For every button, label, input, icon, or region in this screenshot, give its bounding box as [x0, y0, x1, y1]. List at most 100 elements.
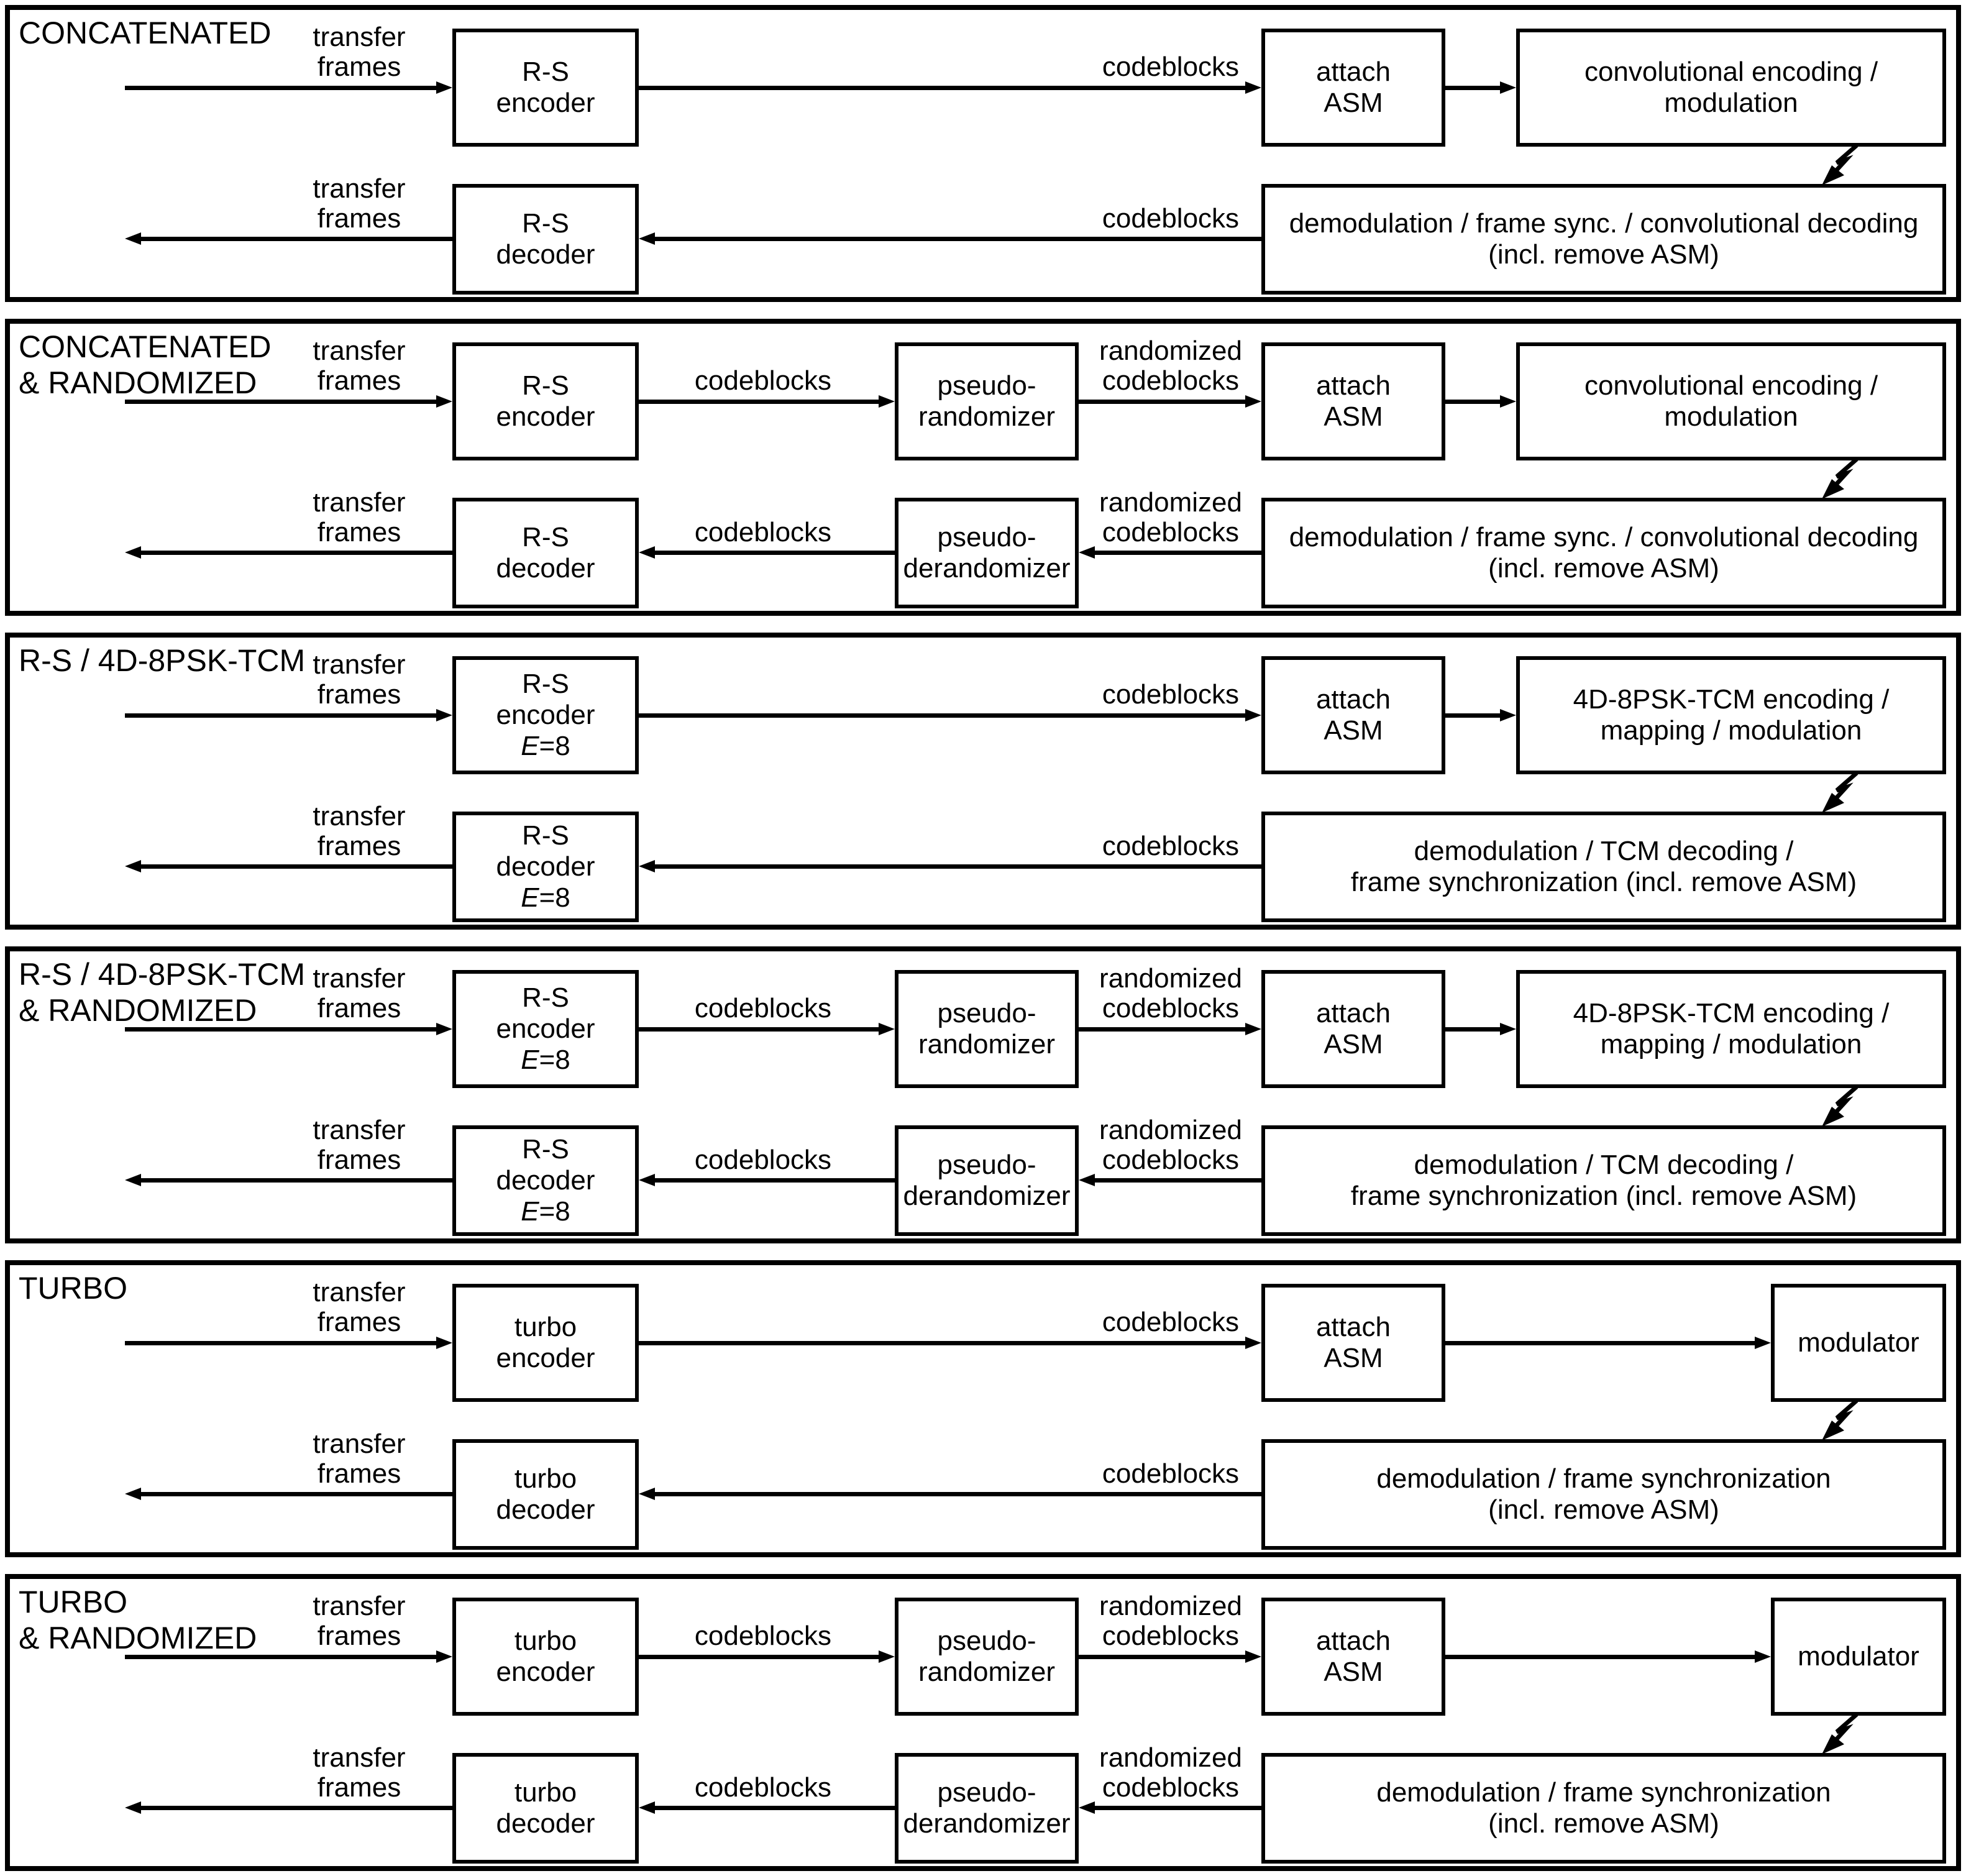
panel-title: R-S / 4D-8PSK-TCM [19, 643, 306, 678]
arrowhead-left-icon [639, 1488, 655, 1500]
panel-concatenated: CONCATENATED transfer frames R-S encoder… [5, 5, 1961, 302]
panel-title: TURBO [19, 1271, 127, 1306]
arrow-derandomizer-to-decoder-line [655, 1178, 895, 1183]
arrowhead-left-icon [125, 232, 141, 245]
label-codeblocks-encode: codeblocks [1102, 52, 1240, 82]
arrow-demod-to-derandomizer-line [1095, 1806, 1261, 1810]
panel-rs-4d8psk-tcm-randomized: R-S / 4D-8PSK-TCM & RANDOMIZED transfer … [5, 946, 1961, 1243]
box-demodulation-tcm-decoding: demodulation / TCM decoding / frame sync… [1261, 812, 1946, 922]
label-transfer-frames-out: transfer frames [313, 1115, 406, 1175]
label-transfer-frames-out: transfer frames [313, 487, 406, 547]
channel-lightning-icon [1822, 1086, 1859, 1127]
arrowhead-left-icon [1079, 1174, 1095, 1186]
label-codeblocks-encode: codeblocks [694, 993, 832, 1023]
box-demodulation-frame-sync: demodulation / frame synchronization (in… [1261, 1439, 1946, 1550]
arrow-asm-to-modulation-line [1445, 1027, 1500, 1032]
arrowhead-right-icon [879, 1023, 895, 1035]
box-convolutional-encoding-modulation: convolutional encoding / modulation [1516, 29, 1946, 147]
arrowhead-right-icon [1755, 1650, 1771, 1663]
box-pseudo-randomizer: pseudo- randomizer [895, 1598, 1079, 1716]
box-demodulation-tcm-decoding: demodulation / TCM decoding / frame sync… [1261, 1125, 1946, 1236]
arrow-asm-to-modulation-line [1445, 713, 1500, 718]
arrow-encoder-to-asm-line [639, 86, 1245, 90]
label-randomized-codeblocks-encode: randomized codeblocks [1099, 336, 1242, 396]
arrow-demod-to-decoder-line [655, 864, 1261, 869]
box-modulator: modulator [1771, 1598, 1946, 1716]
label-codeblocks-encode: codeblocks [1102, 679, 1240, 710]
arrow-output-line [141, 551, 452, 555]
arrowhead-right-icon [436, 1337, 452, 1349]
box-demodulation-decoding: demodulation / frame sync. / convolution… [1261, 498, 1946, 608]
label-transfer-frames-in: transfer frames [313, 22, 406, 82]
panel-concatenated-randomized: CONCATENATED & RANDOMIZED transfer frame… [5, 319, 1961, 616]
arrow-input-line [125, 86, 436, 90]
arrow-input-line [125, 1027, 436, 1032]
label-codeblocks-decode: codeblocks [694, 1145, 832, 1175]
label-codeblocks-decode: codeblocks [694, 1772, 832, 1803]
box-rs-decoder-e8: R-S decoder E=8 [452, 812, 639, 922]
arrow-encoder-to-randomizer-line [639, 1027, 879, 1032]
arrowhead-right-icon [1500, 709, 1516, 721]
label-transfer-frames-out: transfer frames [313, 801, 406, 861]
box-attach-asm: attach ASM [1261, 1598, 1445, 1716]
label-transfer-frames-in: transfer frames [313, 649, 406, 710]
box-rs-encoder: R-S encoder [452, 29, 639, 147]
label-randomized-codeblocks-decode: randomized codeblocks [1099, 487, 1242, 547]
box-rs-decoder: R-S decoder [452, 184, 639, 295]
arrowhead-left-icon [639, 1174, 655, 1186]
arrow-randomizer-to-asm-line [1079, 1027, 1245, 1032]
arrow-asm-to-modulation-line [1445, 400, 1500, 404]
arrowhead-left-icon [125, 546, 141, 559]
panel-title: R-S / 4D-8PSK-TCM & RANDOMIZED [19, 957, 306, 1028]
label-transfer-frames-out: transfer frames [313, 173, 406, 234]
arrowhead-left-icon [125, 1488, 141, 1500]
arrow-randomizer-to-asm-line [1079, 400, 1245, 404]
arrowhead-right-icon [436, 1650, 452, 1663]
arrowhead-right-icon [1500, 1023, 1516, 1035]
arrowhead-right-icon [436, 81, 452, 94]
box-attach-asm: attach ASM [1261, 29, 1445, 147]
panel-turbo-randomized: TURBO & RANDOMIZED transfer frames turbo… [5, 1574, 1961, 1871]
label-transfer-frames-in: transfer frames [313, 1277, 406, 1337]
arrow-asm-to-modulator-line [1445, 1655, 1755, 1659]
box-pseudo-derandomizer: pseudo- derandomizer [895, 498, 1079, 608]
box-attach-asm: attach ASM [1261, 970, 1445, 1088]
arrow-output-line [141, 237, 452, 241]
arrow-encoder-to-randomizer-line [639, 400, 879, 404]
panel-rs-4d8psk-tcm: R-S / 4D-8PSK-TCM transfer frames R-S en… [5, 633, 1961, 930]
arrow-asm-to-modulator-line [1445, 1341, 1755, 1345]
arrowhead-right-icon [436, 395, 452, 408]
arrowhead-right-icon [1755, 1337, 1771, 1349]
arrow-output-line [141, 1806, 452, 1810]
arrowhead-right-icon [1500, 395, 1516, 408]
channel-lightning-icon [1822, 772, 1859, 813]
box-rs-encoder-e8: R-S encoder E=8 [452, 656, 639, 774]
box-tcm-encoding-mapping-modulation: 4D-8PSK-TCM encoding / mapping / modulat… [1516, 970, 1946, 1088]
arrowhead-left-icon [125, 1801, 141, 1814]
box-modulator: modulator [1771, 1284, 1946, 1402]
arrow-encoder-to-asm-line [639, 713, 1245, 718]
arrow-output-line [141, 1492, 452, 1496]
arrowhead-right-icon [879, 1650, 895, 1663]
panel-title: CONCATENATED [19, 16, 272, 50]
arrowhead-left-icon [639, 1801, 655, 1814]
panel-title: TURBO & RANDOMIZED [19, 1585, 257, 1655]
channel-lightning-icon [1822, 458, 1859, 499]
arrowhead-right-icon [436, 709, 452, 721]
arrowhead-right-icon [1245, 1650, 1261, 1663]
box-turbo-encoder: turbo encoder [452, 1598, 639, 1716]
arrowhead-left-icon [639, 546, 655, 559]
channel-lightning-icon [1822, 1713, 1859, 1754]
arrowhead-left-icon [639, 232, 655, 245]
label-codeblocks-encode: codeblocks [694, 365, 832, 396]
arrowhead-right-icon [1245, 395, 1261, 408]
box-attach-asm: attach ASM [1261, 1284, 1445, 1402]
arrowhead-right-icon [1245, 81, 1261, 94]
arrow-output-line [141, 864, 452, 869]
arrowhead-left-icon [125, 1174, 141, 1186]
label-transfer-frames-out: transfer frames [313, 1429, 406, 1489]
panel-turbo: TURBO transfer frames turbo encoder code… [5, 1260, 1961, 1557]
arrow-encoder-to-asm-line [639, 1341, 1245, 1345]
channel-lightning-icon [1822, 1399, 1859, 1440]
arrowhead-right-icon [879, 395, 895, 408]
